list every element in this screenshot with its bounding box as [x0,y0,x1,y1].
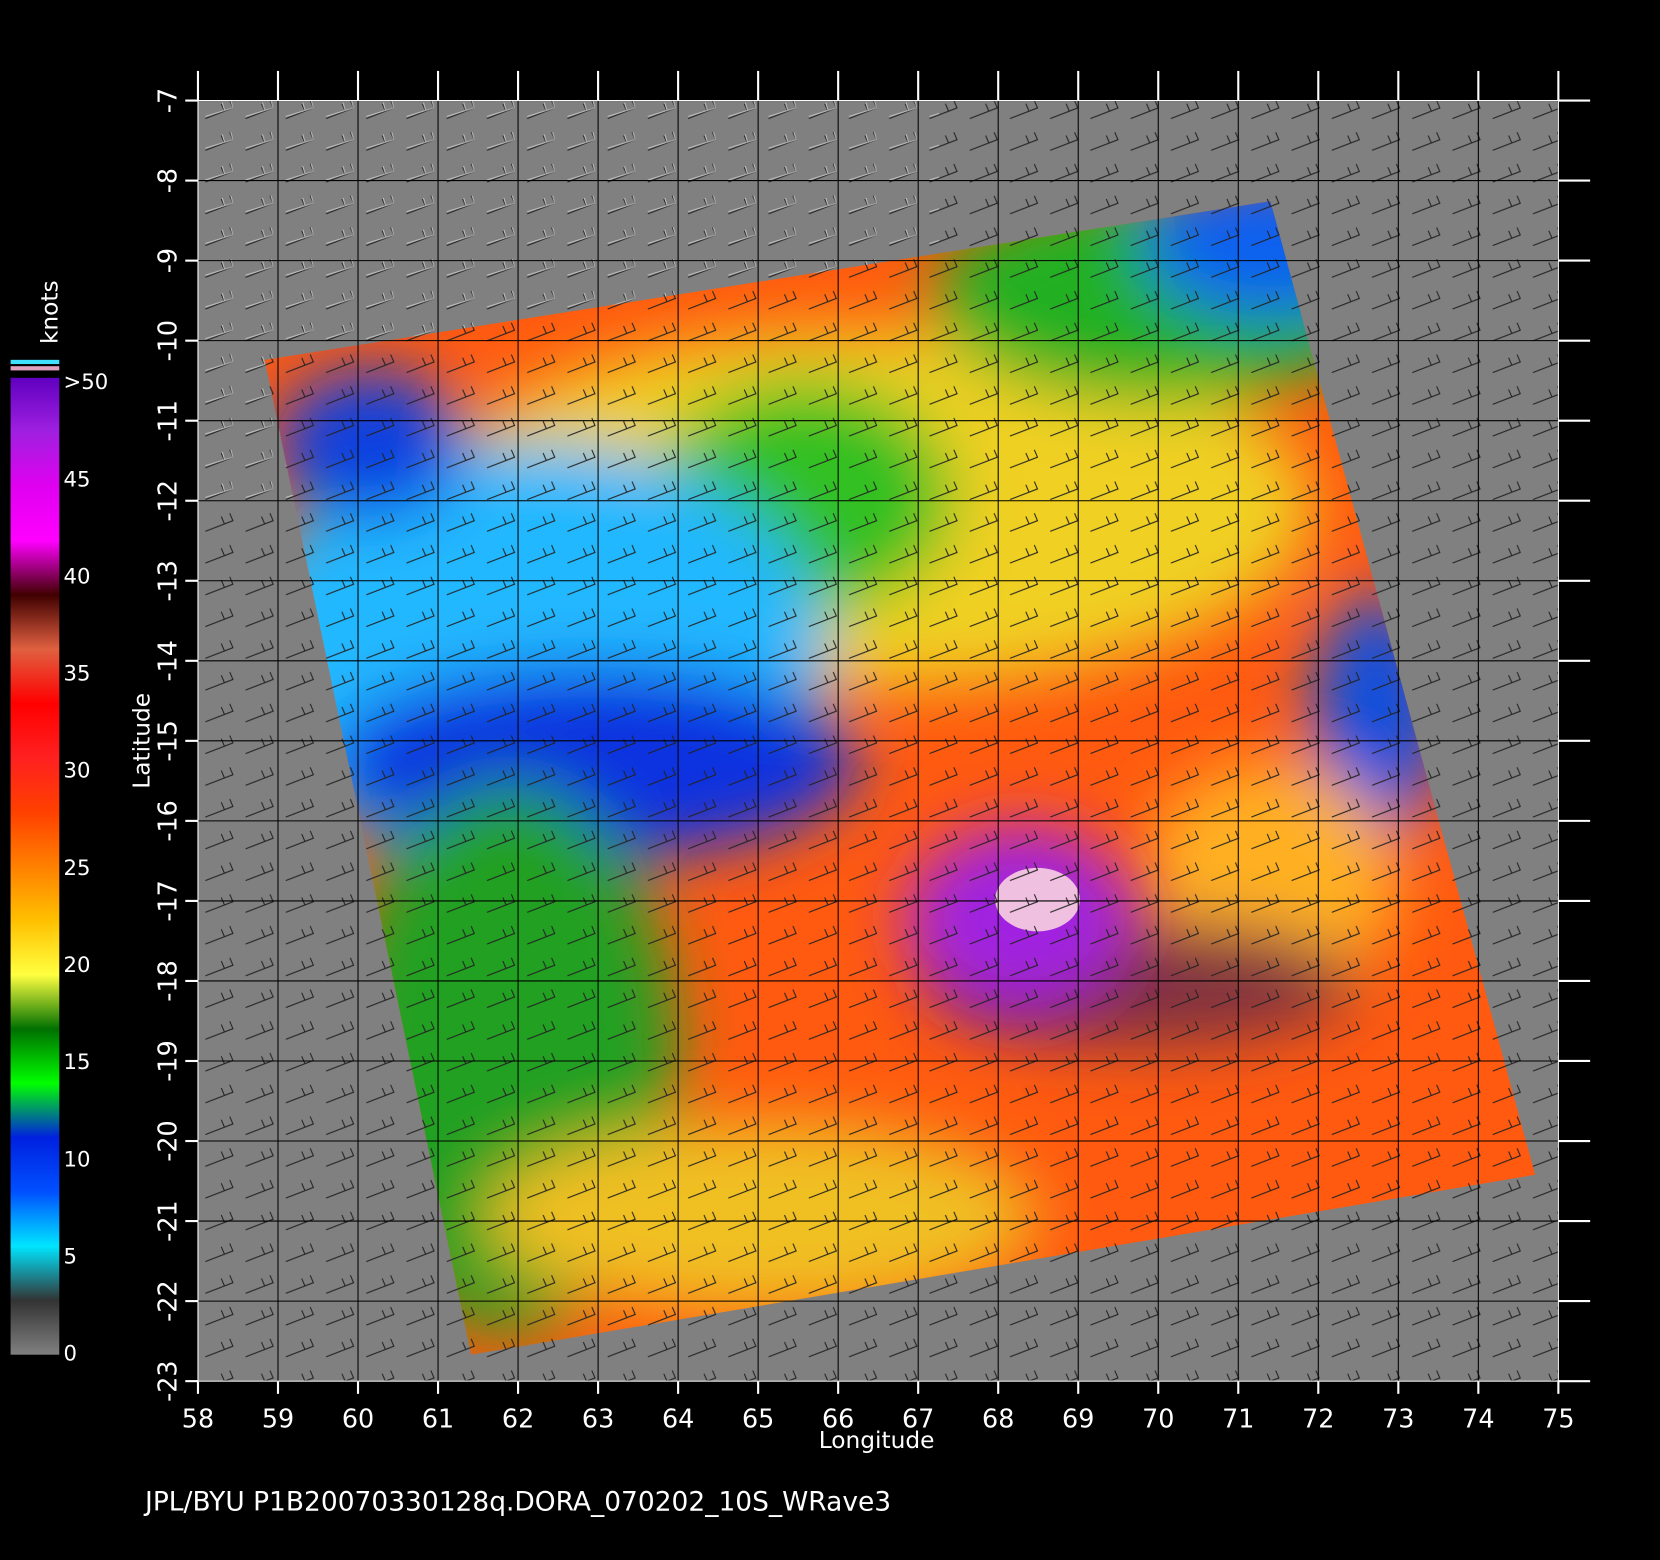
colorbar-tick-label: 40 [64,563,91,588]
x-tick-label: 73 [1382,1403,1414,1433]
colorbar-tick-label: 45 [64,466,91,491]
x-tick-label: 68 [982,1403,1014,1433]
y-tick-label: -10 [152,320,182,361]
colorbar-cap [10,366,60,371]
colorbar-tick-label: >50 [64,369,109,394]
y-tick-label: -21 [152,1200,182,1241]
colorbar-tick-label: 5 [64,1244,77,1269]
colorbar-tick-label: 30 [64,758,91,783]
x-axis-label: Longitude [819,1427,935,1454]
x-tick-label: 59 [262,1403,294,1433]
x-tick-label: 74 [1462,1403,1494,1433]
x-tick-label: 60 [342,1403,374,1433]
x-tick-label: 64 [662,1403,694,1433]
x-tick-label: 75 [1542,1403,1574,1433]
x-tick-label: 66 [822,1403,854,1433]
y-tick-label: -22 [152,1280,182,1321]
x-tick-label: 70 [1142,1403,1174,1433]
plot-frame [197,100,1559,1382]
colorbar [10,377,60,1355]
y-tick-label: -12 [152,480,182,521]
colorbar-tick-label: 15 [64,1049,91,1074]
colorbar-tick-label: 10 [64,1146,91,1171]
y-tick-label: -15 [152,720,182,761]
y-axis-label: Latitude [128,693,155,789]
colorbar-tick-label: 0 [64,1341,77,1366]
x-tick-label: 58 [182,1403,214,1433]
colorbar-tick-label: 35 [64,661,91,686]
y-tick-label: -17 [152,880,182,921]
colorbar-cap [10,359,60,365]
x-tick-label: 71 [1222,1403,1254,1433]
y-tick-label: -19 [152,1040,182,1081]
colorbar-tick-label: 20 [64,952,91,977]
x-tick-label: 69 [1062,1403,1094,1433]
x-tick-label: 63 [582,1403,614,1433]
x-tick-label: 61 [422,1403,454,1433]
y-tick-label: -7 [152,88,182,113]
x-tick-label: 62 [502,1403,534,1433]
colorbar-tick-label: 25 [64,855,91,880]
y-tick-label: -13 [152,560,182,601]
y-tick-label: -8 [152,168,182,193]
y-tick-label: -23 [152,1360,182,1401]
y-tick-label: -11 [152,400,182,441]
x-tick-label: 67 [902,1403,934,1433]
x-tick-label: 65 [742,1403,774,1433]
y-tick-label: -9 [152,248,182,273]
y-tick-label: -18 [152,960,182,1001]
colorbar-label: knots [36,280,63,344]
x-tick-label: 72 [1302,1403,1334,1433]
y-tick-label: -14 [152,640,182,681]
caption: JPL/BYU P1B20070330128q.DORA_070202_10S_… [143,1486,891,1517]
y-tick-label: -20 [152,1120,182,1161]
y-tick-label: -16 [152,800,182,841]
